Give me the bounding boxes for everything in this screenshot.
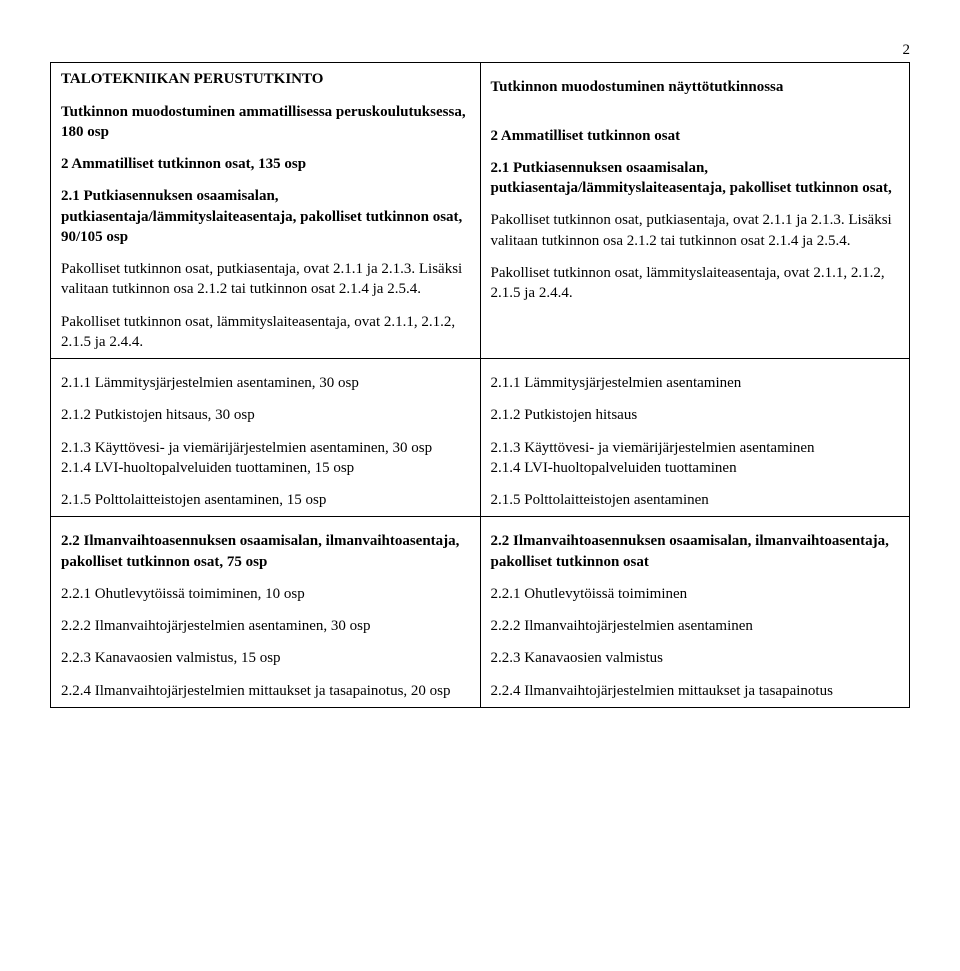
- sub-heading: Tutkinnon muodostuminen ammatillisessa p…: [61, 102, 470, 143]
- list-item: 2.2.1 Ohutlevytöissä toimiminen, 10 osp: [61, 584, 470, 604]
- list-item: 2.2.4 Ilmanvaihtojärjestelmien mittaukse…: [491, 681, 900, 701]
- table-row: 2.2 Ilmanvaihtoasennuksen osaamisalan, i…: [51, 517, 910, 708]
- body-text: Pakolliset tutkinnon osat, putkiasentaja…: [491, 210, 900, 251]
- list-item: 2.1.1 Lämmitysjärjestelmien asentaminen: [491, 373, 900, 393]
- body-text: Pakolliset tutkinnon osat, lämmityslaite…: [491, 263, 900, 304]
- table-row: 2.1.1 Lämmitysjärjestelmien asentaminen,…: [51, 359, 910, 517]
- list-item: 2.1.5 Polttolaitteistojen asentaminen, 1…: [61, 490, 470, 510]
- list-item: 2.2.4 Ilmanvaihtojärjestelmien mittaukse…: [61, 681, 470, 701]
- list-item: 2.2.3 Kanavaosien valmistus, 15 osp: [61, 648, 470, 668]
- list-item: 2.1.1 Lämmitysjärjestelmien asentaminen,…: [61, 373, 470, 393]
- cell-right: Tutkinnon muodostuminen näyttötutkinnoss…: [480, 63, 910, 359]
- list-item: 2.2.2 Ilmanvaihtojärjestelmien asentamin…: [491, 616, 900, 636]
- main-title: TALOTEKNIIKAN PERUSTUTKINTO: [61, 69, 470, 89]
- document-table: TALOTEKNIIKAN PERUSTUTKINTO Tutkinnon mu…: [50, 62, 910, 708]
- list-item: 2.1.4 LVI-huoltopalveluiden tuottaminen: [491, 458, 900, 478]
- body-text: Pakolliset tutkinnon osat, lämmityslaite…: [61, 312, 470, 353]
- body-text: 2.1 Putkiasennuksen osaamisalan, putkias…: [491, 158, 900, 199]
- list-item: 2.1.2 Putkistojen hitsaus: [491, 405, 900, 425]
- sub-heading: 2 Ammatilliset tutkinnon osat: [491, 126, 900, 146]
- body-text: 2.2 Ilmanvaihtoasennuksen osaamisalan, i…: [491, 531, 900, 572]
- cell-right: 2.2 Ilmanvaihtoasennuksen osaamisalan, i…: [480, 517, 910, 708]
- list-item: 2.1.3 Käyttövesi- ja viemärijärjestelmie…: [491, 438, 900, 458]
- body-text: 2.2 Ilmanvaihtoasennuksen osaamisalan, i…: [61, 531, 470, 572]
- page-number: 2: [50, 40, 910, 60]
- cell-left: 2.2 Ilmanvaihtoasennuksen osaamisalan, i…: [51, 517, 481, 708]
- list-item: 2.1.5 Polttolaitteistojen asentaminen: [491, 490, 900, 510]
- cell-left: TALOTEKNIIKAN PERUSTUTKINTO Tutkinnon mu…: [51, 63, 481, 359]
- cell-left: 2.1.1 Lämmitysjärjestelmien asentaminen,…: [51, 359, 481, 517]
- table-row: TALOTEKNIIKAN PERUSTUTKINTO Tutkinnon mu…: [51, 63, 910, 359]
- list-item: 2.2.2 Ilmanvaihtojärjestelmien asentamin…: [61, 616, 470, 636]
- body-text: Pakolliset tutkinnon osat, putkiasentaja…: [61, 259, 470, 300]
- sub-heading: Tutkinnon muodostuminen näyttötutkinnoss…: [491, 77, 900, 97]
- list-item: 2.1.2 Putkistojen hitsaus, 30 osp: [61, 405, 470, 425]
- list-item: 2.2.1 Ohutlevytöissä toimiminen: [491, 584, 900, 604]
- list-item: 2.2.3 Kanavaosien valmistus: [491, 648, 900, 668]
- sub-heading: 2 Ammatilliset tutkinnon osat, 135 osp: [61, 154, 470, 174]
- cell-right: 2.1.1 Lämmitysjärjestelmien asentaminen …: [480, 359, 910, 517]
- list-item: 2.1.3 Käyttövesi- ja viemärijärjestelmie…: [61, 438, 470, 458]
- list-item: 2.1.4 LVI-huoltopalveluiden tuottaminen,…: [61, 458, 470, 478]
- body-text: 2.1 Putkiasennuksen osaamisalan, putkias…: [61, 186, 470, 247]
